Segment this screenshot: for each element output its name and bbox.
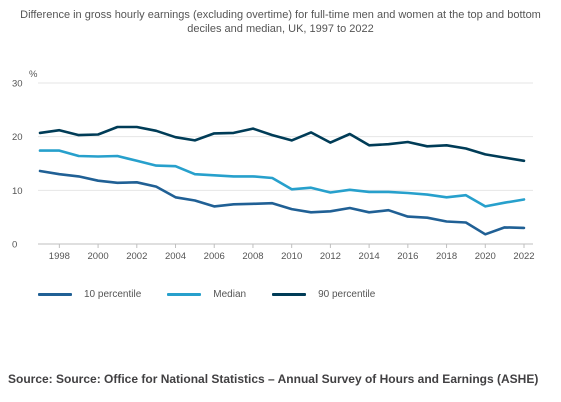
legend-item-90-percentile[interactable]: 90 percentile: [272, 289, 375, 300]
x-tick-label: 1998: [49, 251, 70, 262]
x-tick-label: 2014: [359, 251, 380, 262]
legend-item-median[interactable]: Median: [167, 289, 246, 300]
y-tick-label: 10: [12, 186, 23, 197]
x-tick-label: 2016: [397, 251, 418, 262]
legend: 10 percentile Median 90 percentile: [38, 289, 375, 300]
y-axis-unit: %: [29, 69, 38, 80]
legend-label-90-percentile: 90 percentile: [318, 289, 376, 300]
x-tick-label: 2022: [513, 251, 534, 262]
x-tick-label: 2006: [204, 251, 225, 262]
gridlines: [38, 82, 533, 245]
series-lines: [38, 125, 526, 236]
series-line-10-percentile[interactable]: [38, 169, 526, 236]
y-tick-label: 20: [12, 132, 23, 143]
y-axis: 0 10 20 30: [12, 79, 23, 251]
legend-label-10-percentile: 10 percentile: [84, 289, 142, 300]
series-line-median[interactable]: [38, 149, 526, 208]
legend-label-median: Median: [213, 289, 247, 300]
series-line-90-percentile[interactable]: [38, 125, 526, 163]
y-tick-label: 0: [12, 240, 17, 251]
x-tick-label: 2012: [320, 251, 341, 262]
legend-swatch-90-percentile: [272, 293, 307, 296]
legend-item-10-percentile[interactable]: 10 percentile: [38, 289, 141, 300]
x-tick-label: 2018: [436, 251, 457, 262]
legend-swatch-median: [167, 293, 202, 296]
x-tick-label: 2010: [281, 251, 302, 262]
y-tick-label: 30: [12, 79, 23, 90]
source-note: Source: Source: Office for National Stat…: [8, 372, 539, 386]
legend-swatch-10-percentile: [38, 293, 72, 296]
x-tick-label: 2004: [165, 251, 186, 262]
x-tick-label: 2008: [242, 251, 263, 262]
chart-title: Difference in gross hourly earnings (exc…: [20, 9, 541, 35]
x-tick-label: 2002: [126, 251, 147, 262]
x-axis: 1998 2000 2002 2004 2006 2008 2010 2012 2014 2016…: [49, 244, 535, 262]
x-tick-label: 2000: [88, 251, 109, 262]
x-tick-label: 2020: [475, 251, 496, 262]
